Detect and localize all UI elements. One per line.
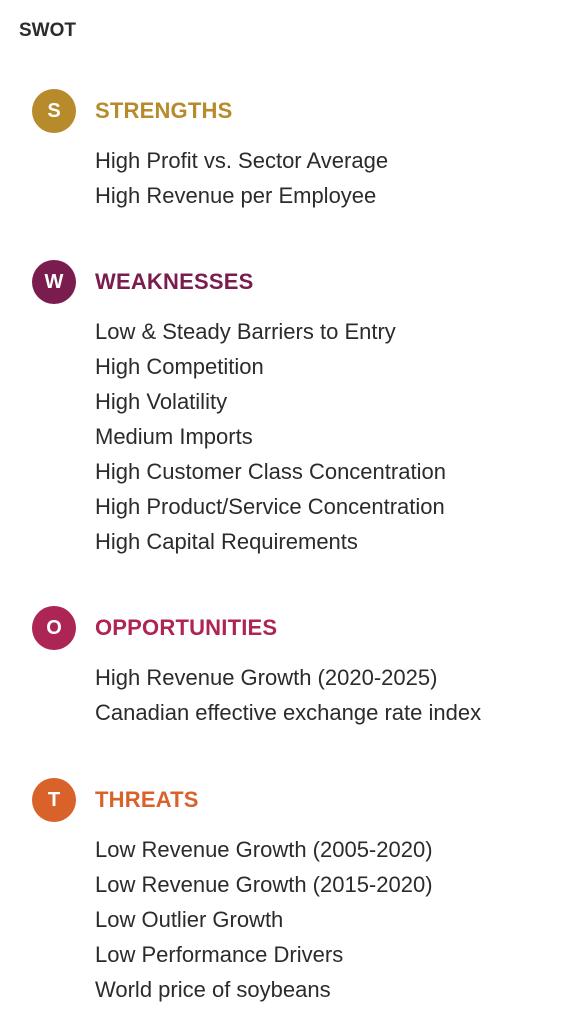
list-item: High Volatility bbox=[95, 389, 228, 414]
list-item: High Profit vs. Sector Average bbox=[95, 148, 389, 173]
opportunities-title: OPPORTUNITIES bbox=[95, 615, 278, 640]
strengths-section: S STRENGTHS High Profit vs. Sector Avera… bbox=[32, 89, 552, 213]
threats-section: T THREATS Low Revenue Growth (2005-2020)… bbox=[32, 778, 552, 1007]
list-item: Canadian effective exchange rate index bbox=[95, 700, 482, 725]
strengths-header: S STRENGTHS bbox=[32, 89, 552, 133]
threats-header: T THREATS bbox=[32, 778, 552, 822]
list-item: High Product/Service Concentration bbox=[95, 494, 445, 519]
list-item: High Competition bbox=[95, 354, 264, 379]
list-item: Low Outlier Growth bbox=[95, 907, 284, 932]
list-item: Low & Steady Barriers to Entry bbox=[95, 319, 396, 344]
list-item: World price of soybeans bbox=[95, 977, 331, 1002]
weaknesses-list: Low & Steady Barriers to Entry High Comp… bbox=[95, 314, 552, 559]
weaknesses-title: WEAKNESSES bbox=[95, 269, 254, 294]
threats-list: Low Revenue Growth (2005-2020) Low Reven… bbox=[95, 832, 552, 1007]
threats-letter-badge: T bbox=[32, 778, 76, 822]
list-item: Low Revenue Growth (2005-2020) bbox=[95, 837, 433, 862]
opportunities-section: O OPPORTUNITIES High Revenue Growth (202… bbox=[32, 606, 552, 730]
strengths-title: STRENGTHS bbox=[95, 98, 233, 123]
weaknesses-section: W WEAKNESSES Low & Steady Barriers to En… bbox=[32, 260, 552, 559]
strengths-letter-badge: S bbox=[32, 89, 76, 133]
list-item: Low Revenue Growth (2015-2020) bbox=[95, 872, 433, 897]
list-item: High Customer Class Concentration bbox=[95, 459, 446, 484]
list-item: Low Performance Drivers bbox=[95, 942, 344, 967]
opportunities-header: O OPPORTUNITIES bbox=[32, 606, 552, 650]
opportunities-list: High Revenue Growth (2020-2025) Canadian… bbox=[95, 660, 552, 730]
list-item: High Revenue Growth (2020-2025) bbox=[95, 665, 438, 690]
opportunities-letter-badge: O bbox=[32, 606, 76, 650]
page-title: SWOT bbox=[19, 20, 76, 41]
list-item: Medium Imports bbox=[95, 424, 253, 449]
strengths-list: High Profit vs. Sector Average High Reve… bbox=[95, 143, 552, 213]
weaknesses-header: W WEAKNESSES bbox=[32, 260, 552, 304]
list-item: High Revenue per Employee bbox=[95, 183, 377, 208]
list-item: High Capital Requirements bbox=[95, 529, 358, 554]
threats-title: THREATS bbox=[95, 787, 199, 812]
weaknesses-letter-badge: W bbox=[32, 260, 76, 304]
